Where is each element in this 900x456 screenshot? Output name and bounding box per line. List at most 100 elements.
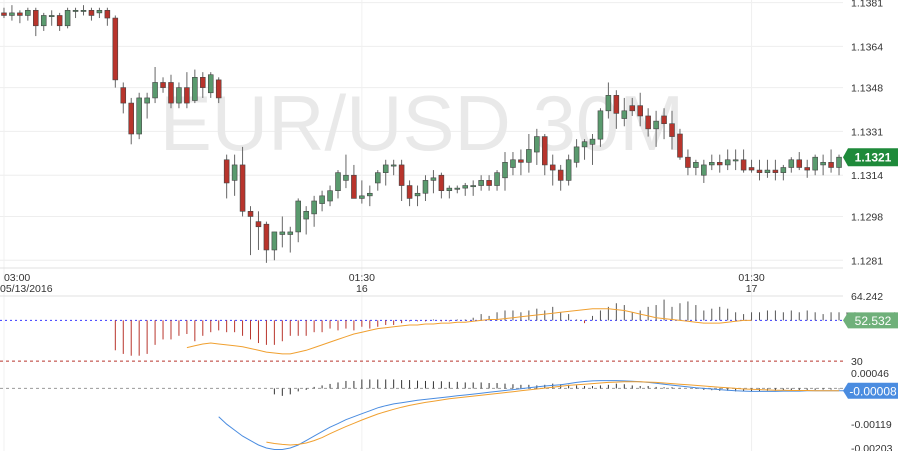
candle[interactable]	[780, 164, 787, 181]
candle[interactable]	[207, 72, 214, 98]
candle[interactable]	[390, 159, 397, 176]
candle[interactable]	[144, 92, 150, 119]
candle[interactable]	[88, 7, 95, 21]
candle[interactable]	[756, 159, 763, 181]
candle[interactable]	[239, 146, 246, 217]
candle[interactable]	[613, 90, 620, 129]
candle[interactable]	[406, 180, 413, 207]
candle[interactable]	[462, 182, 469, 196]
candle[interactable]	[645, 108, 651, 137]
candle[interactable]	[303, 206, 309, 235]
candle[interactable]	[677, 128, 683, 160]
candle[interactable]	[40, 12, 47, 31]
candle[interactable]	[104, 7, 111, 26]
candle[interactable]	[311, 195, 317, 227]
candle[interactable]	[231, 154, 238, 196]
candle[interactable]	[335, 170, 341, 199]
candle[interactable]	[438, 172, 445, 199]
candle[interactable]	[605, 82, 612, 119]
candle[interactable]	[732, 149, 739, 171]
candle[interactable]	[56, 12, 63, 31]
candle[interactable]	[80, 5, 87, 16]
candle[interactable]	[828, 149, 834, 173]
candle[interactable]	[804, 159, 810, 178]
candle[interactable]	[422, 175, 429, 201]
candle[interactable]	[48, 10, 55, 26]
candle[interactable]	[701, 159, 707, 183]
candle[interactable]	[637, 92, 643, 127]
candle[interactable]	[836, 154, 842, 176]
candle[interactable]	[287, 226, 294, 253]
candle[interactable]	[542, 134, 548, 176]
candle[interactable]	[1, 7, 7, 19]
candle[interactable]	[184, 72, 190, 109]
candle[interactable]	[534, 128, 540, 165]
candle[interactable]	[581, 139, 588, 160]
candle[interactable]	[351, 164, 357, 199]
candle[interactable]	[470, 180, 476, 196]
candle[interactable]	[716, 154, 723, 173]
candle[interactable]	[709, 154, 715, 171]
candle[interactable]	[247, 206, 254, 256]
candle[interactable]	[96, 7, 103, 19]
candle[interactable]	[573, 139, 580, 168]
candle[interactable]	[25, 7, 31, 21]
candle[interactable]	[494, 170, 500, 191]
candle[interactable]	[200, 72, 206, 98]
candle[interactable]	[820, 154, 826, 176]
candle[interactable]	[112, 15, 119, 88]
candle[interactable]	[430, 170, 437, 194]
candle[interactable]	[748, 159, 755, 173]
candle[interactable]	[263, 221, 270, 263]
candle[interactable]	[486, 175, 492, 191]
candle[interactable]	[255, 211, 262, 250]
candle[interactable]	[454, 185, 461, 194]
candle[interactable]	[223, 154, 230, 199]
candle[interactable]	[685, 149, 691, 176]
candle[interactable]	[478, 175, 484, 191]
candle[interactable]	[669, 110, 675, 150]
candle[interactable]	[343, 154, 349, 189]
candle[interactable]	[796, 152, 803, 171]
candle[interactable]	[557, 164, 564, 191]
price-panel[interactable]	[1, 5, 842, 263]
candle[interactable]	[518, 149, 524, 176]
candle[interactable]	[526, 134, 532, 173]
candle[interactable]	[693, 159, 699, 176]
candle[interactable]	[502, 152, 508, 191]
candle[interactable]	[136, 92, 142, 140]
candle[interactable]	[812, 154, 818, 176]
candle[interactable]	[9, 5, 15, 21]
candle[interactable]	[398, 159, 405, 201]
candle[interactable]	[740, 149, 747, 173]
candle[interactable]	[661, 108, 667, 140]
candle[interactable]	[549, 154, 556, 186]
candle[interactable]	[367, 185, 373, 207]
candle[interactable]	[772, 159, 779, 181]
candle[interactable]	[128, 97, 134, 145]
candle[interactable]	[565, 154, 572, 186]
candle[interactable]	[17, 10, 23, 24]
candle[interactable]	[72, 7, 79, 19]
candle[interactable]	[510, 152, 516, 176]
candle[interactable]	[176, 82, 182, 109]
candle[interactable]	[788, 157, 795, 173]
candle[interactable]	[215, 77, 222, 104]
candle[interactable]	[374, 170, 381, 191]
candle[interactable]	[414, 185, 421, 207]
candle[interactable]	[724, 149, 731, 171]
candle[interactable]	[33, 7, 39, 37]
candle[interactable]	[446, 185, 453, 199]
candle[interactable]	[629, 97, 636, 116]
candle[interactable]	[764, 159, 771, 178]
candle[interactable]	[160, 77, 166, 93]
candle[interactable]	[327, 185, 333, 207]
candle[interactable]	[621, 97, 628, 127]
candle[interactable]	[319, 190, 325, 212]
candle[interactable]	[120, 82, 127, 114]
candle[interactable]	[271, 231, 278, 261]
candle[interactable]	[597, 108, 604, 147]
candle[interactable]	[192, 69, 198, 104]
